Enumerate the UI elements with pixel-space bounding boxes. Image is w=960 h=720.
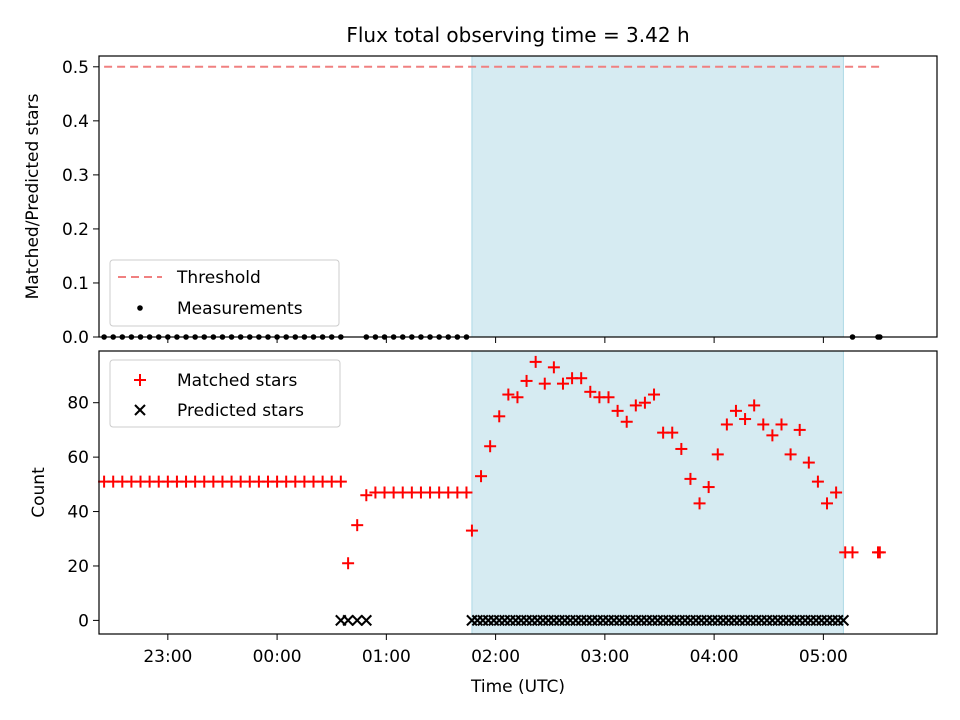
y-tick-label: 0.4 [62,112,89,132]
matched-star-point [334,475,347,488]
legend-cross-glyph [134,404,146,416]
matched-star-point [684,472,697,485]
chart-title: Flux total observing time = 3.42 h [346,23,689,47]
matched-star-point [538,377,551,390]
legend-threshold-label: Threshold [176,268,261,288]
top-panel: 0.0 0.1 0.2 0.3 0.4 0.5 Matched/Predicted sta… [23,55,938,348]
legend-plus-glyph [134,374,146,386]
matched-star-point [739,413,752,426]
top-legend-box [109,259,340,327]
matched-star-point [693,497,706,510]
matched-star-point [556,377,569,390]
matched-star-point [720,418,733,431]
x-tick-label: 00:00 [253,647,302,667]
y-tick-label: 0.1 [62,274,89,294]
top-panel-frame [98,55,938,338]
matched-star-point [766,429,779,442]
y-tick-label: 0.5 [62,58,89,78]
matched-star-point [802,456,815,469]
bottom-x-axis-label: Time (UTC) [470,677,565,697]
x-tick-label: 01:00 [362,647,411,667]
top-x-axis [167,337,824,343]
y-tick-label: 60 [67,448,89,468]
x-tick-label: 02:00 [471,647,520,667]
matched-star-point [748,399,761,412]
bottom-panel: 0 20 40 60 80 23:00 00:00 01:00 02:00 03:00 04:00… [29,350,938,697]
top-y-axis: 0.0 0.1 0.2 0.3 0.4 0.5 [62,58,99,348]
matched-star-point [475,470,488,483]
legend-predicted-label: Predicted stars [177,401,304,421]
matched-star-point [629,399,642,412]
matched-star-point [602,391,615,404]
top-y-axis-label: Matched/Predicted stars [23,93,43,299]
matched-star-point [811,475,824,488]
matched-star-point [620,415,633,428]
x-tick-label: 23:00 [143,647,192,667]
matched-star-point [775,418,788,431]
matched-star-point [342,557,355,570]
bottom-legend: Matched stars Predicted stars [109,359,341,428]
y-tick-label: 80 [67,394,89,414]
matched-star-point [830,486,843,499]
matched-star-point [484,440,497,453]
top-legend: Threshold Measurements [109,259,340,327]
matched-star-point [575,372,588,385]
observing-window-shade-bottom [471,350,844,635]
predicted-star-point [342,614,354,627]
matched-star-point [611,404,624,417]
x-tick-label: 03:00 [580,647,629,667]
legend-predicted-swatch [134,404,146,416]
observing-window-shade-top [471,55,844,338]
y-tick-label: 40 [67,503,89,523]
matched-star-point [638,396,651,409]
predicted-star-point [360,614,373,627]
matched-star-point [547,361,560,374]
matched-star-point [666,426,679,439]
matched-star-point [511,391,524,404]
y-tick-label: 0.2 [62,220,89,240]
matched-star-point [529,355,542,368]
matched-star-point [460,486,473,499]
y-tick-label: 0.3 [62,166,89,186]
bottom-panel-frame [98,350,938,635]
matched-star-point [784,448,797,461]
bottom-y-axis-label: Count [29,467,49,518]
matched-star-point [711,448,724,461]
bottom-y-axis: 0 20 40 60 80 [67,394,99,631]
matched-star-point [493,410,506,423]
predicted-stars-series [335,614,850,627]
matched-star-point [351,519,364,532]
y-tick-label: 20 [67,557,89,577]
y-tick-label: 0 [78,611,89,631]
matched-star-point [465,524,478,537]
matched-star-point [729,404,742,417]
legend-matched-label: Matched stars [177,371,297,391]
matched-star-point [360,489,373,502]
matched-star-point [757,418,770,431]
matched-star-point [648,388,661,401]
matched-star-point [821,497,834,510]
matched-star-point [520,374,533,387]
legend-measurements-label: Measurements [177,299,303,319]
predicted-star-point [351,614,363,627]
x-tick-label: 05:00 [799,647,848,667]
x-tick-label: 04:00 [690,647,739,667]
matched-star-point [793,423,806,436]
matched-stars-series [98,355,886,570]
matched-star-point [584,385,597,398]
matched-star-point [702,481,715,494]
matched-star-point [502,388,515,401]
bottom-x-axis: 23:00 00:00 01:00 02:00 03:00 04:00 05:00 [143,634,848,667]
matched-star-point [846,546,859,559]
matched-star-point [675,442,688,455]
legend-matched-swatch [134,374,146,386]
matched-star-point [873,546,886,559]
y-tick-label: 0.0 [62,328,89,348]
predicted-star-point [837,614,850,627]
bottom-legend-box [109,359,341,428]
legend-measurements-swatch [137,305,143,311]
